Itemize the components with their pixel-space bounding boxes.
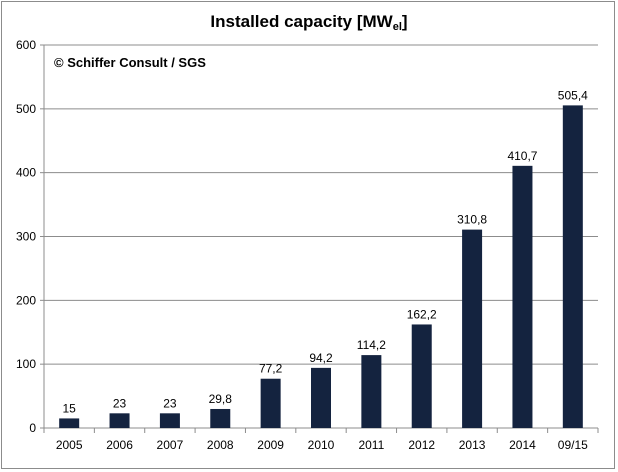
y-tick-label: 0 [29, 421, 36, 435]
data-label: 29,8 [209, 392, 233, 406]
x-tick-label: 2012 [408, 438, 435, 452]
x-tick-label: 2008 [207, 438, 234, 452]
bar [361, 355, 382, 428]
data-label: 23 [113, 396, 127, 410]
data-label: 94,2 [309, 351, 333, 365]
bar [512, 165, 533, 429]
data-label: 310,8 [457, 213, 487, 227]
x-tick-label: 2011 [358, 438, 384, 452]
copyright-annotation: © Schiffer Consult / SGS [54, 55, 206, 70]
data-label: 15 [63, 401, 77, 415]
data-label: 505,4 [558, 88, 588, 102]
y-tick-label: 200 [16, 293, 36, 307]
data-label: 114,2 [357, 338, 386, 352]
data-label: 23 [163, 396, 177, 410]
bar [462, 229, 483, 428]
chart-title: Installed capacity [MWel] [0, 12, 618, 33]
x-tick-label: 2010 [308, 438, 335, 452]
x-tick-label: 2013 [459, 438, 486, 452]
bar [311, 367, 331, 428]
bar [59, 418, 80, 428]
y-tick-label: 100 [16, 357, 36, 371]
y-tick-label: 400 [16, 166, 36, 180]
x-tick-label: 2007 [157, 438, 184, 452]
x-tick-label: 2005 [56, 438, 83, 452]
bar [260, 378, 281, 428]
y-tick-label: 300 [16, 230, 36, 244]
y-tick-label: 600 [16, 38, 36, 52]
chart-title-close: ] [401, 12, 408, 31]
bar [109, 413, 130, 428]
bar [411, 324, 432, 428]
chart-title-main: Installed capacity [MW [210, 12, 393, 31]
y-tick-label: 500 [16, 102, 36, 116]
x-tick-label: 2009 [257, 438, 284, 452]
bar [562, 105, 583, 429]
data-label: 410,7 [507, 149, 537, 163]
bar [159, 413, 180, 428]
chart-title-subscript: el [392, 21, 402, 33]
x-tick-label: 2014 [509, 438, 536, 452]
bar [210, 408, 231, 428]
x-tick-label: 2006 [106, 438, 133, 452]
data-label: 77,2 [259, 362, 283, 376]
data-label: 162,2 [407, 307, 437, 321]
x-tick-label: 09/15 [558, 438, 588, 452]
